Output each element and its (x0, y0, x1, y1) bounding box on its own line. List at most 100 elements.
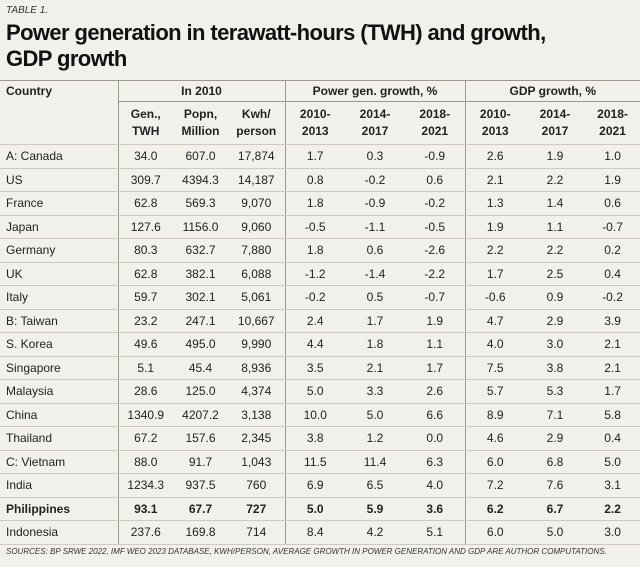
value-cell: -0.5 (405, 215, 466, 239)
value-cell: 247.1 (173, 309, 228, 333)
table-row: Japan 127.6 1156.0 9,060 -0.5 -1.1 -0.5 1.9 1.1-… (0, 215, 640, 239)
value-cell: 2.4 (284, 309, 346, 333)
table-row: S. Korea 49.6 495.0 9,990 4.4 1.8 1.1 4.0 3.0 2.1 (0, 332, 640, 357)
value-cell: 1.2 (345, 426, 406, 451)
value-cell: 4394.3 (173, 168, 228, 192)
value-cell: 3.5 (284, 356, 346, 380)
country-cell: Indonesia (0, 520, 118, 545)
value-cell: 125.0 (173, 379, 228, 404)
column-header: 2018- 2021 (585, 101, 640, 145)
table-label: TABLE 1. (6, 5, 49, 16)
value-cell: 23.2 (117, 309, 173, 333)
value-cell: 17,874 (228, 144, 286, 169)
value-cell: 91.7 (173, 450, 228, 474)
value-cell: 49.6 (117, 332, 173, 357)
value-cell: 1156.0 (173, 215, 228, 239)
value-cell: 0.4 (585, 262, 640, 286)
table-row: Singapore 5.1 45.4 8,936 3.5 2.1 1.7 7.5 3.8 2.1 (0, 356, 640, 380)
column-header: Kwh/ person (228, 101, 286, 145)
value-cell: 2.6 (405, 379, 466, 404)
value-cell: 5.0 (585, 450, 640, 474)
value-cell: -0.5 (284, 215, 346, 239)
value-cell: 5.9 (345, 497, 406, 521)
table-row: Germany 80.3 632.7 7,880 1.8 0.6 -2.6 2.2 2.2 0.2 (0, 238, 640, 263)
value-cell: 6.0 (464, 520, 526, 545)
value-cell: 9,070 (228, 191, 286, 216)
value-cell: 127.6 (117, 215, 173, 239)
value-cell: 88.0 (117, 450, 173, 474)
value-cell: 3,138 (228, 403, 286, 427)
table-row: A: Canada 34.0 607.0 17,874 1.7 0.3 -0.9 2.6 1.9… (0, 144, 640, 169)
column-header: 2010- 2013 (464, 101, 526, 145)
value-cell: 0.4 (585, 426, 640, 451)
title: Power generation in terawatt-hours (TWH)… (6, 20, 546, 71)
value-cell: 1.1 (525, 215, 586, 239)
value-cell: 1.9 (525, 144, 586, 169)
value-cell: 2.9 (525, 309, 586, 333)
value-cell: 2.2 (585, 497, 640, 521)
value-cell: 6.5 (345, 473, 406, 498)
group-header: In 2010 (117, 80, 286, 102)
value-cell: -1.4 (345, 262, 406, 286)
value-cell: 4.4 (284, 332, 346, 357)
value-cell: 6.9 (284, 473, 346, 498)
value-cell: 237.6 (117, 520, 173, 545)
value-cell: -0.9 (405, 144, 466, 169)
column-row: Gen., TWH Popn, Million Kwh/ person 2010- 2… (0, 101, 640, 145)
table-row: India 1234.3 937.5 760 6.9 6.5 4.0 7.2 7.6 3.1 (0, 473, 640, 498)
value-cell: 28.6 (117, 379, 173, 404)
value-cell: 569.3 (173, 191, 228, 216)
country-cell: Japan (0, 215, 118, 239)
country-cell: Malaysia (0, 379, 118, 404)
column-header: Gen., TWH (117, 101, 173, 145)
value-cell: 1.7 (585, 379, 640, 404)
value-cell: 5.0 (345, 403, 406, 427)
value-cell: 5.0 (284, 497, 346, 521)
table-row: Indonesia 237.6 169.8 714 8.4 4.2 5.1 6.0 5.0 3.0 (0, 520, 640, 545)
value-cell: 3.0 (585, 520, 640, 545)
value-cell: 4.0 (405, 473, 466, 498)
value-cell: 0.6 (405, 168, 466, 192)
value-cell: 1.9 (585, 168, 640, 192)
value-cell: 5.7 (464, 379, 526, 404)
value-cell: 2.2 (525, 238, 586, 263)
value-cell: 309.7 (117, 168, 173, 192)
value-cell: 3.8 (525, 356, 586, 380)
value-cell: 1.7 (405, 356, 466, 380)
value-cell: 0.8 (284, 168, 346, 192)
value-cell: 2.9 (525, 426, 586, 451)
value-cell: 1.9 (405, 309, 466, 333)
value-cell: 0.6 (345, 238, 406, 263)
value-cell: 937.5 (173, 473, 228, 498)
value-cell: 4.2 (345, 520, 406, 545)
value-cell: 6.2 (464, 497, 526, 521)
value-cell: 9,990 (228, 332, 286, 357)
value-cell: 3.1 (585, 473, 640, 498)
value-cell: 5.3 (525, 379, 586, 404)
country-cell: Philippines (0, 497, 118, 521)
value-cell: 714 (228, 520, 286, 545)
column-header: Popn, Million (173, 101, 228, 145)
value-cell: 2.1 (464, 168, 526, 192)
value-cell: 5.0 (525, 520, 586, 545)
value-cell: 0.0 (405, 426, 466, 451)
value-cell: 495.0 (173, 332, 228, 357)
table-row: B: Taiwan 23.2 247.1 10,667 2.4 1.7 1.9 4.7 2.9 3… (0, 309, 640, 333)
value-cell: 6.8 (525, 450, 586, 474)
value-cell: 1340.9 (117, 403, 173, 427)
value-cell: 1.0 (585, 144, 640, 169)
value-cell: 8.4 (284, 520, 346, 545)
table-row: UK 62.8 382.1 6,088 -1.2 -1.4 -2.2 1.7 2.5 0.4 (0, 262, 640, 286)
value-cell: 5.0 (284, 379, 346, 404)
country-cell: China (0, 403, 118, 427)
value-cell: 6.3 (405, 450, 466, 474)
value-cell: 632.7 (173, 238, 228, 263)
country-cell: Singapore (0, 356, 118, 380)
value-cell: 67.7 (173, 497, 228, 521)
country-cell: US (0, 168, 118, 192)
value-cell: 6.6 (405, 403, 466, 427)
value-cell: 1.4 (525, 191, 586, 216)
column-header: 2010- 2013 (284, 101, 346, 145)
country-cell: France (0, 191, 118, 216)
value-cell: 80.3 (117, 238, 173, 263)
